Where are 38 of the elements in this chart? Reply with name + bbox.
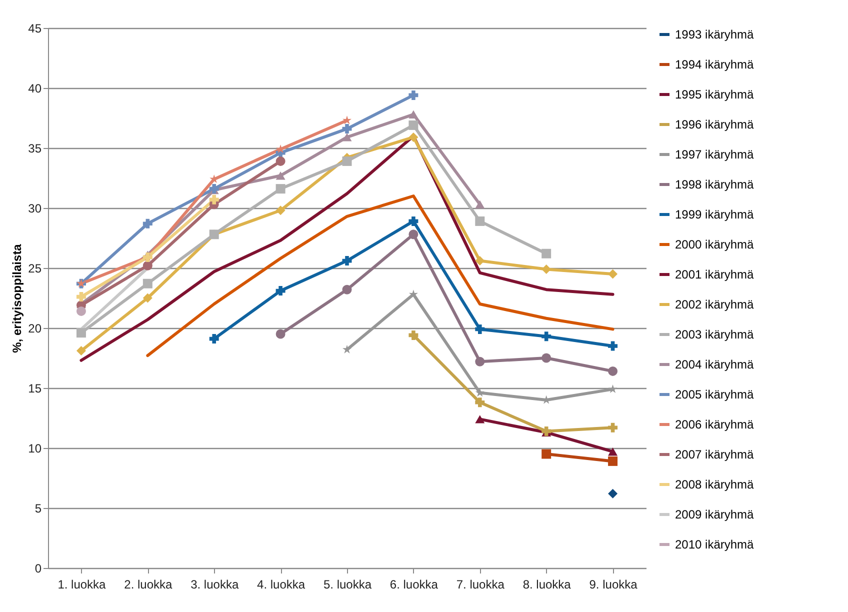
y-tick-label: 10	[28, 442, 42, 456]
legend-label: 2003 ikäryhmä	[675, 328, 754, 342]
x-tick-label: 4. luokka	[257, 578, 306, 592]
y-tick-label: 0	[34, 562, 42, 576]
x-tick-label: 6. luokka	[390, 578, 438, 592]
x-tick-label: 7. luokka	[456, 578, 505, 592]
y-tick-label: 15	[28, 382, 42, 396]
legend-label: 2001 ikäryhmä	[675, 268, 754, 282]
legend-label: 1997 ikäryhmä	[675, 148, 754, 162]
legend-label: 1998 ikäryhmä	[675, 178, 754, 192]
legend-label: 2005 ikäryhmä	[675, 388, 754, 402]
y-tick-label: 25	[28, 262, 42, 276]
x-tick-label: 8. luokka	[522, 578, 572, 592]
legend-label: 2006 ikäryhmä	[675, 418, 754, 432]
y-tick-label: 20	[28, 322, 42, 336]
y-tick-label: 40	[28, 82, 42, 96]
y-tick-label: 30	[28, 202, 42, 216]
legend-label: 1995 ikäryhmä	[675, 88, 754, 102]
legend-label: 2004 ikäryhmä	[675, 358, 754, 372]
x-tick-label: 5. luokka	[323, 578, 372, 592]
legend-label: 2000 ikäryhmä	[675, 238, 754, 252]
legend-label: 1993 ikäryhmä	[675, 28, 754, 42]
y-tick-label: 35	[28, 142, 42, 156]
legend-label: 2009 ikäryhmä	[675, 508, 754, 522]
y-tick-label: 45	[28, 22, 42, 36]
x-tick-label: 3. luokka	[190, 578, 239, 592]
legend-label: 2002 ikäryhmä	[675, 298, 754, 312]
legend-label: 2010 ikäryhmä	[675, 538, 754, 552]
x-tick-label: 9. luokka	[589, 578, 638, 592]
x-tick-label: 1. luokka	[58, 578, 106, 592]
legend-label: 2007 ikäryhmä	[675, 448, 754, 462]
legend-label: 2008 ikäryhmä	[675, 478, 754, 492]
legend-label: 1996 ikäryhmä	[675, 118, 754, 132]
x-tick-label: 2. luokka	[124, 578, 173, 592]
legend-label: 1994 ikäryhmä	[675, 58, 754, 72]
y-axis-title: %, erityisoppilaista	[10, 244, 24, 353]
legend-label: 1999 ikäryhmä	[675, 208, 754, 222]
y-tick-label: 5	[34, 502, 42, 516]
